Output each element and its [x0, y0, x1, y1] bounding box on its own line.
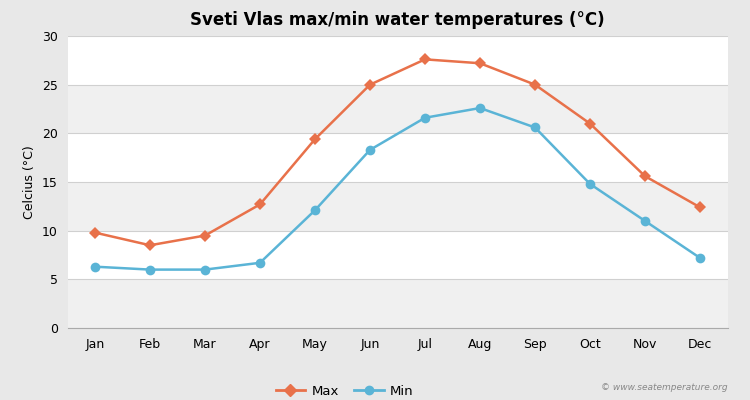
- Legend: Max, Min: Max, Min: [271, 380, 419, 400]
- Bar: [68, 36, 728, 85]
- Bar: [68, 231, 728, 279]
- Bar: [68, 279, 728, 328]
- Y-axis label: Celcius (°C): Celcius (°C): [23, 145, 36, 219]
- Bar: [68, 182, 728, 231]
- Bar: [68, 133, 728, 182]
- Title: Sveti Vlas max/min water temperatures (°C): Sveti Vlas max/min water temperatures (°…: [190, 11, 604, 29]
- Bar: [68, 85, 728, 133]
- Text: © www.seatemperature.org: © www.seatemperature.org: [601, 383, 728, 392]
